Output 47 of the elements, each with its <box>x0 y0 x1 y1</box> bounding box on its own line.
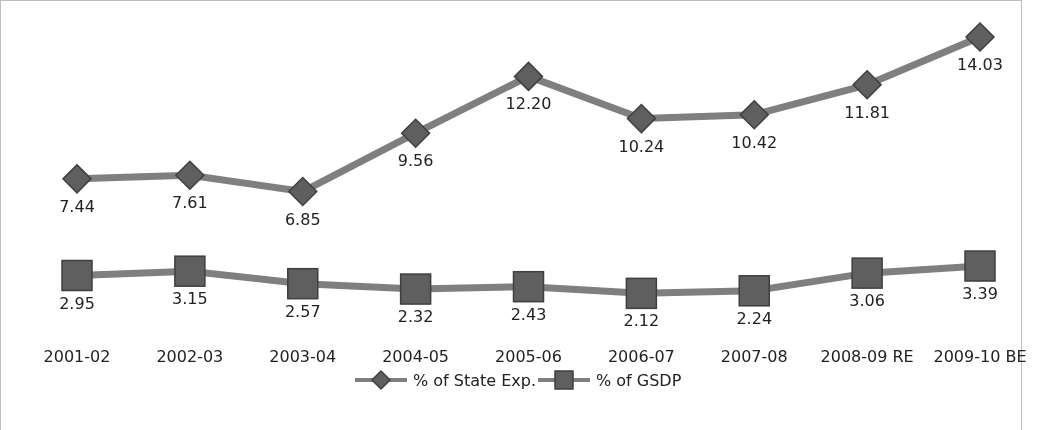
data-label: 3.06 <box>849 291 885 311</box>
point <box>61 259 93 292</box>
point <box>852 70 882 100</box>
x-tick-label: 2008-09 RE <box>820 347 914 366</box>
x-tick-label: 2001-02 <box>43 347 111 366</box>
data-label: 3.15 <box>172 289 208 309</box>
data-label: 11.81 <box>844 102 891 122</box>
legend-label: % of State Exp. <box>413 371 537 390</box>
point <box>174 255 206 287</box>
data-label: 7.61 <box>172 193 208 213</box>
data-label: 2.24 <box>736 308 773 328</box>
data-label: 3.39 <box>962 284 998 304</box>
data-label: 14.03 <box>957 55 1003 74</box>
data-label: 2.43 <box>510 304 547 324</box>
point <box>625 277 658 310</box>
x-tick-label: 2003-04 <box>269 347 337 366</box>
point <box>964 250 996 282</box>
x-tick-label: 2006-07 <box>607 347 675 366</box>
point <box>62 164 92 194</box>
x-tick-label: 2009-10 BE <box>933 347 1027 366</box>
point <box>287 267 319 300</box>
point <box>513 61 544 92</box>
x-tick-label: 2007-08 <box>720 347 788 366</box>
data-label: 6.85 <box>284 209 321 229</box>
point <box>400 118 431 148</box>
data-label: 10.24 <box>618 136 665 156</box>
data-label: 2.32 <box>397 307 434 327</box>
data-label: 10.42 <box>731 132 778 152</box>
point <box>288 176 318 207</box>
point <box>175 160 205 190</box>
data-label: 2.95 <box>59 293 95 313</box>
x-tick-label: 2004-05 <box>382 347 450 366</box>
data-label: 2.57 <box>284 301 321 321</box>
point <box>626 103 657 134</box>
x-tick-label: 2002-03 <box>156 347 224 366</box>
x-tick-label: 2005-06 <box>495 347 562 366</box>
point <box>738 275 770 307</box>
data-label: 7.44 <box>59 196 95 216</box>
point <box>965 22 995 52</box>
point <box>739 99 769 130</box>
data-label: 12.20 <box>505 94 552 114</box>
point <box>512 270 545 303</box>
point <box>851 257 883 289</box>
point <box>399 273 432 305</box>
data-label: 2.12 <box>623 311 660 331</box>
legend-label: % of GSDP <box>596 371 682 390</box>
data-label: 9.56 <box>397 151 434 171</box>
